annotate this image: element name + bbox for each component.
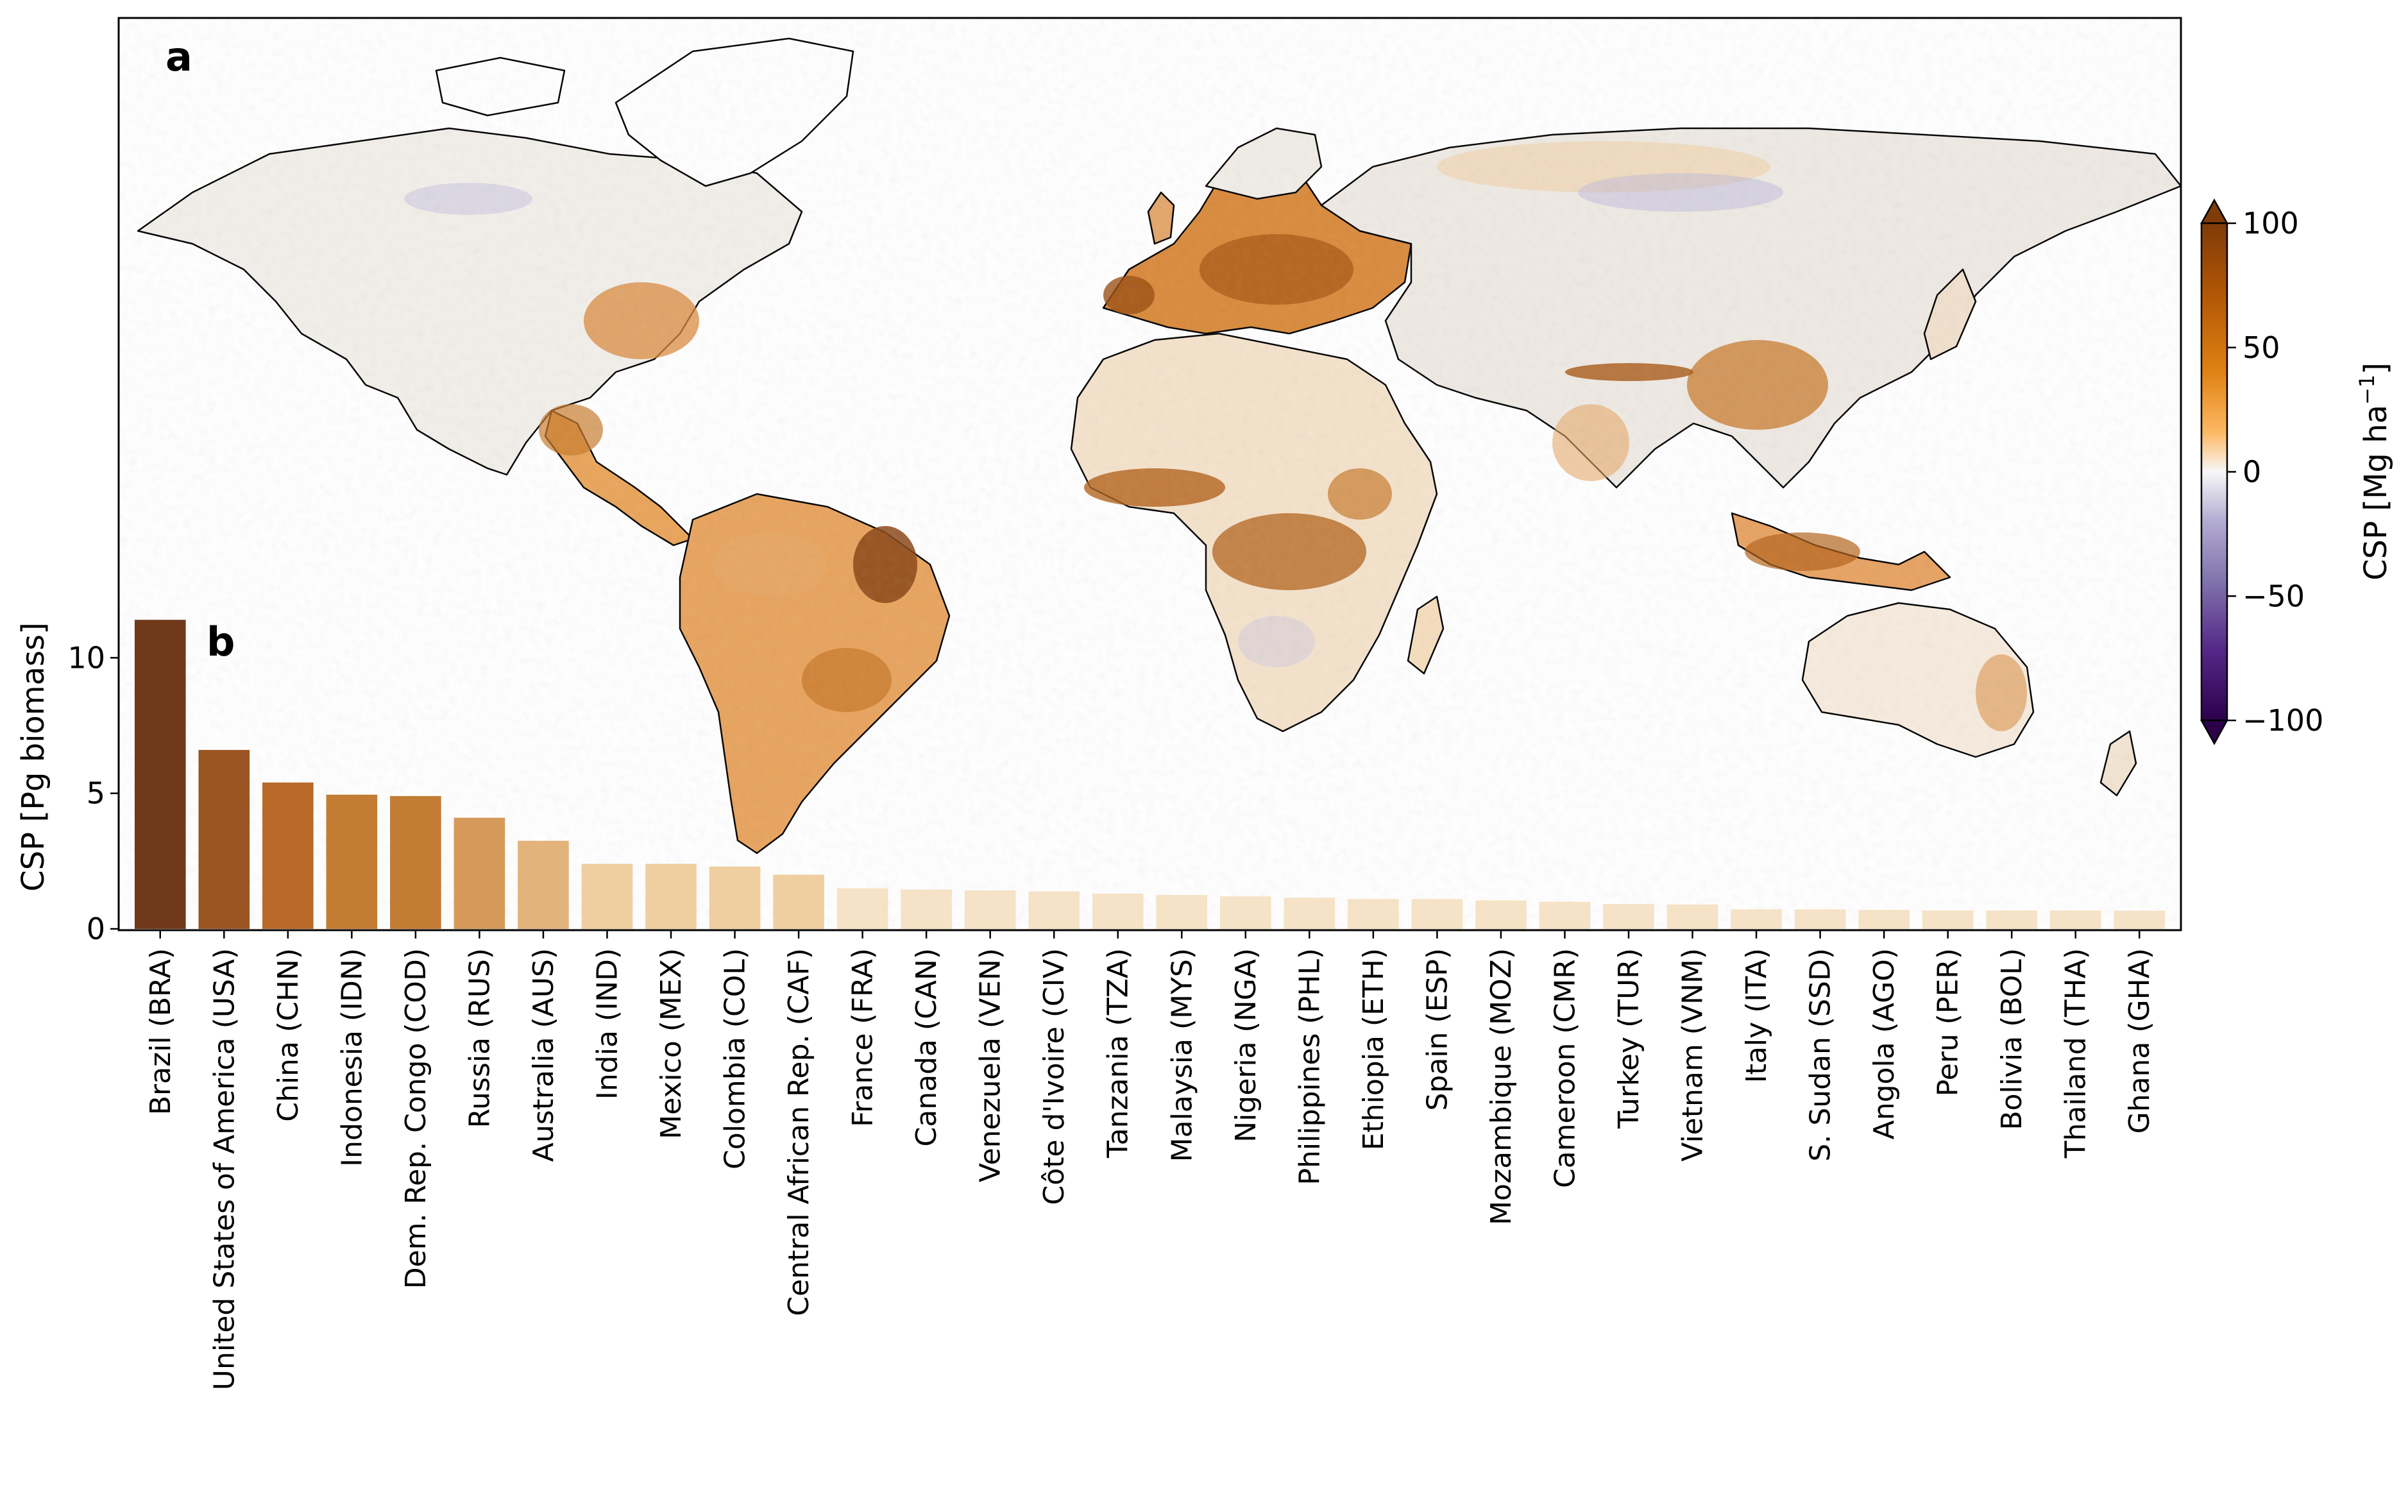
x-tick-label: United States of America (USA) xyxy=(208,948,241,1390)
bar xyxy=(262,782,314,929)
x-tick-label: Mexico (MEX) xyxy=(655,948,688,1139)
colorbar-tick-label: −100 xyxy=(2243,703,2323,738)
bar xyxy=(1731,909,1782,929)
x-tick-label: Nigeria (NGA) xyxy=(1230,948,1262,1142)
bar xyxy=(836,888,888,929)
bar xyxy=(1794,909,1846,929)
x-tick-label: Tanzania (TZA) xyxy=(1102,948,1135,1159)
colorbar-tick-label: 50 xyxy=(2243,330,2280,365)
x-tick-label: China (CHN) xyxy=(272,948,305,1122)
bar xyxy=(645,863,697,929)
colorbar-tick-label: 0 xyxy=(2243,455,2261,489)
colorbar-bar xyxy=(2200,222,2228,722)
x-tick-label: Malaysia (MYS) xyxy=(1166,948,1198,1162)
colorbar-bottom-extend xyxy=(2200,719,2229,745)
bar xyxy=(1348,899,1399,929)
bar xyxy=(1156,895,1208,929)
bar xyxy=(1219,896,1271,929)
x-tick-labels: Brazil (BRA) United States of America (US… xyxy=(119,929,2181,1390)
bar xyxy=(964,890,1016,929)
x-tick-label: Turkey (TUR) xyxy=(1613,948,1645,1129)
y-tick-label: 10 xyxy=(67,640,105,675)
bar xyxy=(134,620,186,929)
y-tick-label: 5 xyxy=(87,776,105,811)
x-tick-label: Côte d'Ivoire (CIV) xyxy=(1038,948,1071,1205)
bar xyxy=(198,750,250,929)
colorbar-tick-label: −50 xyxy=(2243,579,2305,613)
x-tick-label: Ethiopia (ETH) xyxy=(1357,948,1390,1150)
bar xyxy=(1475,900,1527,929)
bar xyxy=(709,866,761,929)
x-tick-label: Indonesia (IDN) xyxy=(335,948,368,1167)
x-tick-label: Ghana (GHA) xyxy=(2123,948,2156,1134)
bars xyxy=(134,620,2166,929)
y-tick-label: 0 xyxy=(87,912,105,946)
x-tick-label: Vietnam (VNM) xyxy=(1677,948,1709,1162)
bar xyxy=(581,863,633,929)
x-tick-label: France (FRA) xyxy=(847,948,879,1127)
bar xyxy=(1028,891,1080,929)
bar xyxy=(454,817,505,929)
x-tick-label: Canada (CAN) xyxy=(910,948,943,1146)
panel-a-label: a xyxy=(165,33,192,80)
y-axis-label: CSP [Pg biomass] xyxy=(15,622,51,892)
x-tick-label: Australia (AUS) xyxy=(527,948,560,1162)
bar xyxy=(1922,910,1974,929)
x-tick-label: Venezuela (VEN) xyxy=(974,948,1007,1182)
bar xyxy=(773,874,824,929)
x-tick-label: Spain (ESP) xyxy=(1421,948,1454,1111)
x-tick-label: Colombia (COL) xyxy=(719,948,752,1169)
map-panel: a xyxy=(117,17,2182,931)
colorbar: 100 50 0 −50 −100 CSP [Mg ha−1] xyxy=(2200,198,2394,745)
bar xyxy=(1603,904,1654,929)
x-tick-label: Russia (RUS) xyxy=(463,948,496,1128)
x-tick-label: Dem. Rep. Congo (COD) xyxy=(400,948,432,1289)
colorbar-ticks: 100 50 0 −50 −100 xyxy=(2227,206,2323,738)
colorbar-label: CSP [Mg ha−1] xyxy=(2355,362,2394,581)
panel-b-label: b xyxy=(207,618,235,665)
x-tick-label: Italy (ITA) xyxy=(1740,948,1773,1083)
x-tick-label: Mozambique (MOZ) xyxy=(1485,948,1518,1225)
x-tick-label: Peru (PER) xyxy=(1932,948,1965,1096)
x-tick-label: S. Sudan (SSD) xyxy=(1804,948,1837,1162)
bar xyxy=(2114,910,2166,929)
x-tick-label: Thailand (THA) xyxy=(2060,948,2092,1159)
bar xyxy=(1986,910,2037,929)
colorbar-tick-label: 100 xyxy=(2243,206,2299,241)
bar xyxy=(1666,904,1718,929)
x-tick-label: India (IND) xyxy=(591,948,623,1100)
map-texture xyxy=(119,18,2181,930)
bar xyxy=(901,889,952,929)
x-tick-label: Bolivia (BOL) xyxy=(1996,948,2028,1130)
bar xyxy=(2049,910,2101,929)
bar xyxy=(1092,894,1144,929)
x-tick-label: Cameroon (CMR) xyxy=(1548,948,1581,1188)
colorbar-top-extend xyxy=(2200,198,2229,225)
bar xyxy=(390,795,441,929)
x-tick-label: Brazil (BRA) xyxy=(144,948,177,1115)
y-axis: 0 5 10 xyxy=(67,608,120,946)
bar xyxy=(518,840,569,929)
bar-panel: Brazil (BRA) United States of America (US… xyxy=(15,608,2181,1390)
x-tick-label: Angola (AGO) xyxy=(1868,948,1901,1139)
bar xyxy=(1284,897,1335,929)
bar xyxy=(1411,899,1463,929)
x-tick-label: Central African Rep. (CAF) xyxy=(783,948,815,1316)
bar xyxy=(1539,901,1591,929)
bar xyxy=(1858,910,1910,929)
x-tick-label: Philippines (PHL) xyxy=(1293,948,1326,1185)
bar xyxy=(326,794,378,929)
